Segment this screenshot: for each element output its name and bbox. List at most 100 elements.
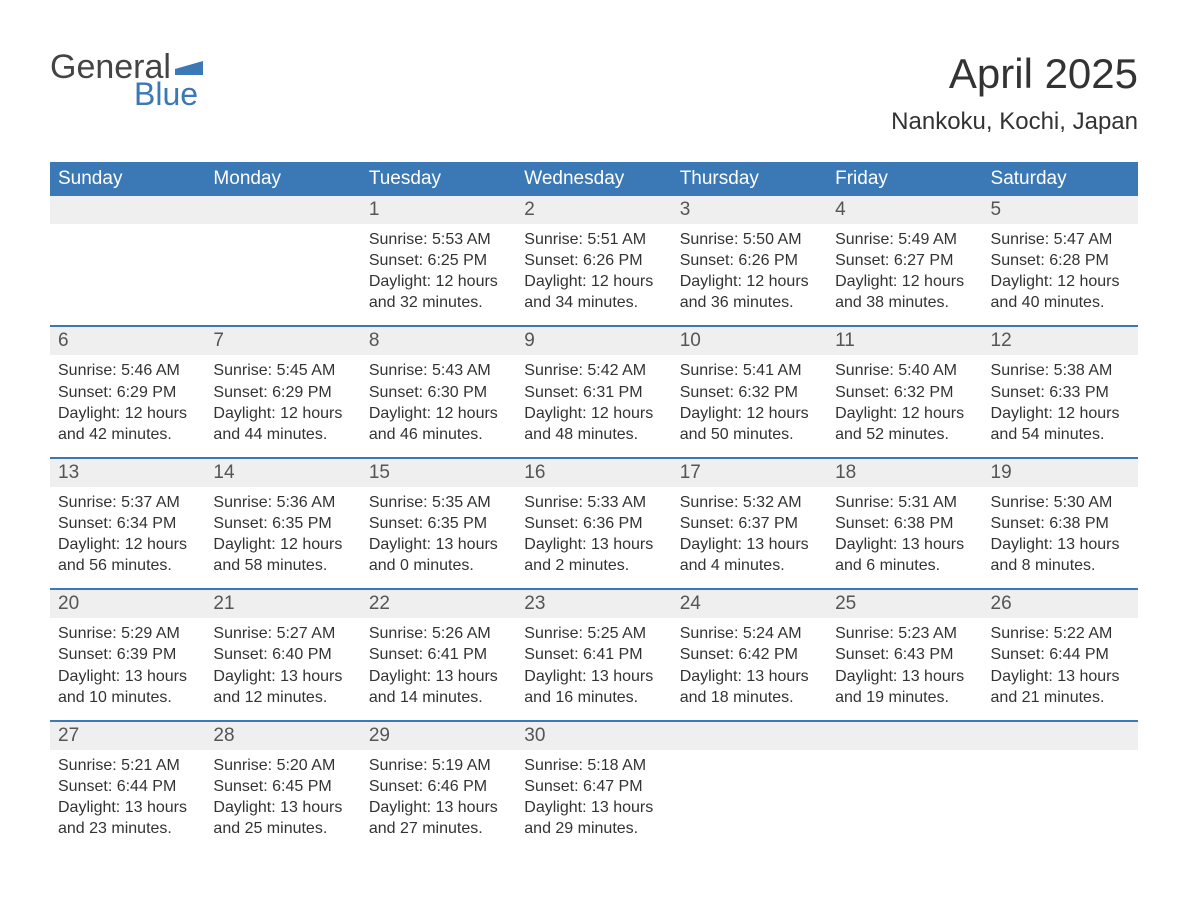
day-number: 13: [50, 459, 205, 487]
day-details: Sunrise: 5:32 AMSunset: 6:37 PMDaylight:…: [672, 487, 827, 588]
day-daylight2: and 38 minutes.: [835, 292, 974, 313]
day-number: 29: [361, 722, 516, 750]
day-number: 19: [983, 459, 1138, 487]
day-details: Sunrise: 5:22 AMSunset: 6:44 PMDaylight:…: [983, 618, 1138, 719]
calendar-cell: 10Sunrise: 5:41 AMSunset: 6:32 PMDayligh…: [672, 327, 827, 457]
day-daylight2: and 18 minutes.: [680, 687, 819, 708]
day-sunrise: Sunrise: 5:24 AM: [680, 623, 819, 644]
day-sunset: Sunset: 6:47 PM: [524, 776, 663, 797]
day-sunset: Sunset: 6:27 PM: [835, 250, 974, 271]
calendar-cell: 12Sunrise: 5:38 AMSunset: 6:33 PMDayligh…: [983, 327, 1138, 457]
day-details: Sunrise: 5:43 AMSunset: 6:30 PMDaylight:…: [361, 355, 516, 456]
day-number: 30: [516, 722, 671, 750]
calendar-cell: 7Sunrise: 5:45 AMSunset: 6:29 PMDaylight…: [205, 327, 360, 457]
day-details: Sunrise: 5:36 AMSunset: 6:35 PMDaylight:…: [205, 487, 360, 588]
day-sunrise: Sunrise: 5:45 AM: [213, 360, 352, 381]
day-details: Sunrise: 5:45 AMSunset: 6:29 PMDaylight:…: [205, 355, 360, 456]
day-daylight1: Daylight: 13 hours: [369, 534, 508, 555]
day-number: 8: [361, 327, 516, 355]
calendar-cell: 16Sunrise: 5:33 AMSunset: 6:36 PMDayligh…: [516, 459, 671, 589]
day-sunset: Sunset: 6:35 PM: [369, 513, 508, 534]
day-sunrise: Sunrise: 5:47 AM: [991, 229, 1130, 250]
day-number: 21: [205, 590, 360, 618]
day-sunrise: Sunrise: 5:25 AM: [524, 623, 663, 644]
day-daylight1: Daylight: 12 hours: [58, 403, 197, 424]
day-number: 28: [205, 722, 360, 750]
day-sunset: Sunset: 6:32 PM: [680, 382, 819, 403]
day-sunrise: Sunrise: 5:53 AM: [369, 229, 508, 250]
day-daylight1: Daylight: 13 hours: [680, 666, 819, 687]
day-sunset: Sunset: 6:38 PM: [835, 513, 974, 534]
calendar-week: 13Sunrise: 5:37 AMSunset: 6:34 PMDayligh…: [50, 459, 1138, 589]
day-sunset: Sunset: 6:45 PM: [213, 776, 352, 797]
day-daylight2: and 8 minutes.: [991, 555, 1130, 576]
day-sunrise: Sunrise: 5:43 AM: [369, 360, 508, 381]
day-number: 17: [672, 459, 827, 487]
day-number: 2: [516, 196, 671, 224]
day-sunrise: Sunrise: 5:33 AM: [524, 492, 663, 513]
day-daylight1: Daylight: 12 hours: [524, 271, 663, 292]
calendar-cell: 8Sunrise: 5:43 AMSunset: 6:30 PMDaylight…: [361, 327, 516, 457]
day-number: 23: [516, 590, 671, 618]
day-number: 9: [516, 327, 671, 355]
day-daylight1: Daylight: 12 hours: [991, 403, 1130, 424]
day-details: Sunrise: 5:46 AMSunset: 6:29 PMDaylight:…: [50, 355, 205, 456]
day-sunset: Sunset: 6:39 PM: [58, 644, 197, 665]
day-sunset: Sunset: 6:41 PM: [524, 644, 663, 665]
day-daylight1: Daylight: 12 hours: [680, 271, 819, 292]
calendar-cell: 26Sunrise: 5:22 AMSunset: 6:44 PMDayligh…: [983, 590, 1138, 720]
calendar-cell: 30Sunrise: 5:18 AMSunset: 6:47 PMDayligh…: [516, 722, 671, 852]
day-sunrise: Sunrise: 5:35 AM: [369, 492, 508, 513]
day-number: 22: [361, 590, 516, 618]
day-sunrise: Sunrise: 5:26 AM: [369, 623, 508, 644]
day-sunset: Sunset: 6:29 PM: [58, 382, 197, 403]
day-sunset: Sunset: 6:32 PM: [835, 382, 974, 403]
calendar-cell: 15 Sunrise: 5:35 AMSunset: 6:35 PMDayligh…: [361, 459, 516, 589]
day-daylight1: Daylight: 13 hours: [213, 797, 352, 818]
weekday-header: Thursday: [672, 162, 827, 196]
day-daylight2: and 52 minutes.: [835, 424, 974, 445]
day-daylight1: Daylight: 13 hours: [680, 534, 819, 555]
day-daylight2: and 4 minutes.: [680, 555, 819, 576]
day-details: Sunrise: 5:41 AMSunset: 6:32 PMDaylight:…: [672, 355, 827, 456]
day-sunset: Sunset: 6:42 PM: [680, 644, 819, 665]
day-daylight1: Daylight: 13 hours: [58, 797, 197, 818]
day-number: 16: [516, 459, 671, 487]
day-sunrise: Sunrise: 5:22 AM: [991, 623, 1130, 644]
day-daylight1: Daylight: 12 hours: [369, 271, 508, 292]
day-daylight1: Daylight: 13 hours: [58, 666, 197, 687]
day-daylight2: and 23 minutes.: [58, 818, 197, 839]
day-daylight1: Daylight: 13 hours: [835, 666, 974, 687]
day-sunrise: Sunrise: 5:51 AM: [524, 229, 663, 250]
day-daylight2: and 27 minutes.: [369, 818, 508, 839]
day-daylight1: Daylight: 12 hours: [524, 403, 663, 424]
day-number: 15: [361, 459, 516, 487]
calendar-cell: 3Sunrise: 5:50 AMSunset: 6:26 PMDaylight…: [672, 196, 827, 326]
day-number: 25: [827, 590, 982, 618]
day-details: Sunrise: 5:30 AMSunset: 6:38 PMDaylight:…: [983, 487, 1138, 588]
day-number: 7: [205, 327, 360, 355]
calendar-cell: [672, 722, 827, 852]
day-sunrise: Sunrise: 5:27 AM: [213, 623, 352, 644]
page-header: General Blue April 2025 Nankoku, Kochi, …: [50, 50, 1138, 136]
day-daylight2: and 2 minutes.: [524, 555, 663, 576]
calendar-cell: 14Sunrise: 5:36 AMSunset: 6:35 PMDayligh…: [205, 459, 360, 589]
day-daylight2: and 12 minutes.: [213, 687, 352, 708]
day-daylight1: Daylight: 13 hours: [835, 534, 974, 555]
day-number: 11: [827, 327, 982, 355]
day-sunset: Sunset: 6:37 PM: [680, 513, 819, 534]
day-details: Sunrise: 5:51 AMSunset: 6:26 PMDaylight:…: [516, 224, 671, 325]
day-sunset: Sunset: 6:43 PM: [835, 644, 974, 665]
day-sunrise: Sunrise: 5:23 AM: [835, 623, 974, 644]
day-daylight2: and 50 minutes.: [680, 424, 819, 445]
day-sunrise: Sunrise: 5:38 AM: [991, 360, 1130, 381]
calendar-week: 27Sunrise: 5:21 AMSunset: 6:44 PMDayligh…: [50, 722, 1138, 852]
day-sunrise: Sunrise: 5:32 AM: [680, 492, 819, 513]
calendar-cell: 24Sunrise: 5:24 AMSunset: 6:42 PMDayligh…: [672, 590, 827, 720]
calendar-cell: 13Sunrise: 5:37 AMSunset: 6:34 PMDayligh…: [50, 459, 205, 589]
calendar-cell: 6Sunrise: 5:46 AMSunset: 6:29 PMDaylight…: [50, 327, 205, 457]
day-details: Sunrise: 5:19 AMSunset: 6:46 PMDaylight:…: [361, 750, 516, 851]
day-details: Sunrise: 5:53 AMSunset: 6:25 PMDaylight:…: [361, 224, 516, 325]
day-details: Sunrise: 5:18 AMSunset: 6:47 PMDaylight:…: [516, 750, 671, 851]
day-daylight1: Daylight: 13 hours: [991, 534, 1130, 555]
